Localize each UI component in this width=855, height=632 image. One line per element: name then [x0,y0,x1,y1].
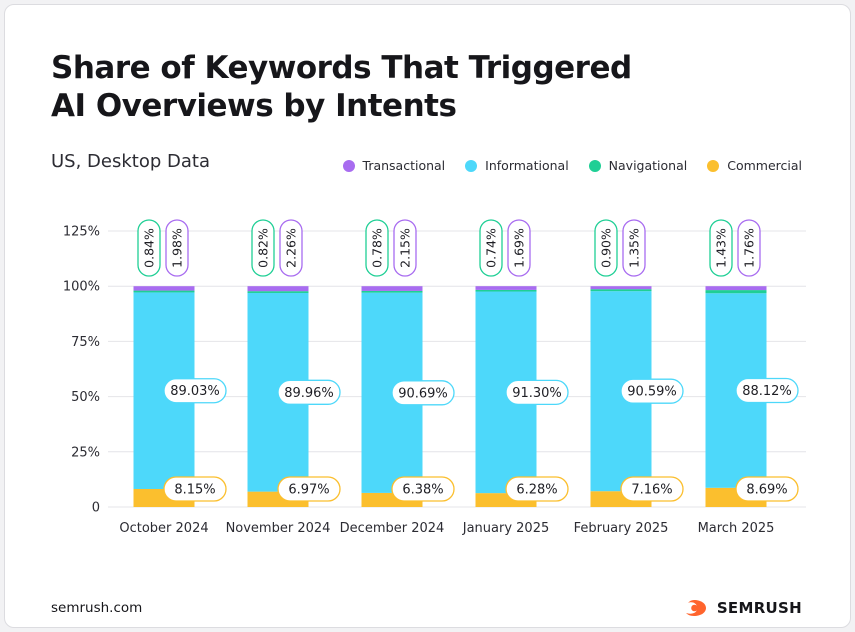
bar-segment-transactional [133,286,195,291]
data-label-informational: 89.96% [284,386,334,401]
data-label-navigational: 0.82% [256,228,271,268]
bar-segment-navigational [247,291,309,293]
x-tick-label: December 2024 [340,521,445,536]
legend-label-commercial: Commercial [727,158,802,173]
bar-segment-navigational [133,290,195,293]
legend-swatch-transactional [342,159,355,172]
y-tick-label: 0 [92,501,100,516]
data-label-transactional: 2.15% [398,228,413,268]
data-label-commercial-box [620,476,684,502]
data-label-transactional-box [393,219,417,277]
chart-title-line-1: Share of Keywords That Triggered [51,50,632,86]
data-label-informational-box [620,378,684,404]
y-tick-label: 75% [71,335,100,350]
data-label-transactional: 1.98% [170,228,185,268]
x-tick-label: October 2024 [119,521,208,536]
data-label-navigational: 0.90% [599,228,614,268]
legend-item-transactional: Transactional [342,158,446,173]
data-label-transactional-box [622,219,646,277]
data-label-commercial: 7.16% [631,483,672,498]
data-label-commercial-box [163,476,227,502]
data-label-commercial-box [391,476,455,502]
bar-segment-navigational [475,289,537,292]
x-tick-label: January 2025 [462,521,550,536]
y-tick-label: 25% [71,445,100,460]
data-label-navigational-box [251,219,275,277]
data-label-informational-box [505,379,569,405]
x-tick-label: November 2024 [226,521,331,536]
legend-label-transactional: Transactional [362,158,446,173]
y-tick-label: 100% [63,280,100,295]
data-label-informational-box [391,380,455,406]
bar-segment-transactional [705,286,767,291]
y-tick-label: 50% [71,390,100,405]
data-label-informational: 90.59% [627,385,677,400]
legend-label-informational: Informational [485,158,569,173]
data-label-informational-box [735,377,799,404]
bar-segment-transactional [590,286,652,290]
data-label-transactional: 1.35% [627,228,642,268]
legend-item-commercial: Commercial [707,158,802,173]
semrush-flame-icon [685,600,706,616]
data-label-informational: 89.03% [170,384,220,399]
data-label-transactional-box [279,219,303,277]
data-label-informational: 88.12% [742,384,792,399]
data-label-transactional-box [165,219,189,277]
data-label-commercial: 8.15% [174,483,215,498]
data-label-commercial-box [277,476,341,502]
bar-segment-navigational [361,290,423,293]
data-label-navigational-box [137,219,161,277]
data-label-navigational-box [479,219,503,277]
legend-swatch-informational [465,159,478,172]
x-tick-label: February 2025 [574,521,669,536]
data-label-transactional-box [507,219,531,277]
bar-segment-navigational [705,290,767,294]
legend-item-informational: Informational [465,158,569,173]
data-label-transactional-box [737,219,761,277]
x-tick-label: March 2025 [698,521,775,536]
data-label-informational-box [277,379,341,405]
source-link[interactable]: semrush.com [51,600,143,616]
data-label-informational: 91.30% [512,386,562,401]
data-label-navigational-box [709,219,733,277]
brand-logo: SEMRUSH [685,599,802,617]
data-label-navigational: 0.78% [370,228,385,268]
bar-segment-navigational [590,289,652,292]
legend-swatch-commercial [707,159,720,172]
bar-segment-transactional [247,286,309,292]
chart-legend: Transactional Informational Navigational… [342,158,802,173]
data-label-transactional: 1.76% [742,228,757,268]
data-label-informational: 90.69% [398,386,448,401]
bar-segment-transactional [475,286,537,290]
chart-title: Share of Keywords That Triggered AI Over… [51,49,671,125]
chart-subtitle: US, Desktop Data [51,151,210,172]
legend-item-navigational: Navigational [588,158,688,173]
data-label-commercial: 8.69% [746,483,787,498]
data-label-commercial-box [735,476,799,502]
legend-label-navigational: Navigational [608,158,688,173]
data-label-navigational: 0.84% [142,228,157,268]
chart-title-line-2: AI Overviews by Intents [51,88,457,124]
data-label-commercial: 6.28% [516,483,557,498]
data-label-navigational-box [594,219,618,277]
bar-segment-transactional [361,286,423,291]
data-label-navigational: 0.74% [484,228,499,268]
data-label-transactional: 2.26% [284,228,299,268]
data-label-commercial: 6.97% [288,483,329,498]
data-label-commercial-box [505,476,569,502]
data-label-informational-box [163,378,227,404]
data-label-navigational-box [365,219,389,277]
y-tick-label: 125% [63,225,100,240]
data-label-transactional: 1.69% [512,228,527,268]
legend-swatch-navigational [588,159,601,172]
brand-name: SEMRUSH [716,599,802,617]
data-label-navigational: 1.43% [714,228,729,268]
data-label-commercial: 6.38% [402,483,443,498]
